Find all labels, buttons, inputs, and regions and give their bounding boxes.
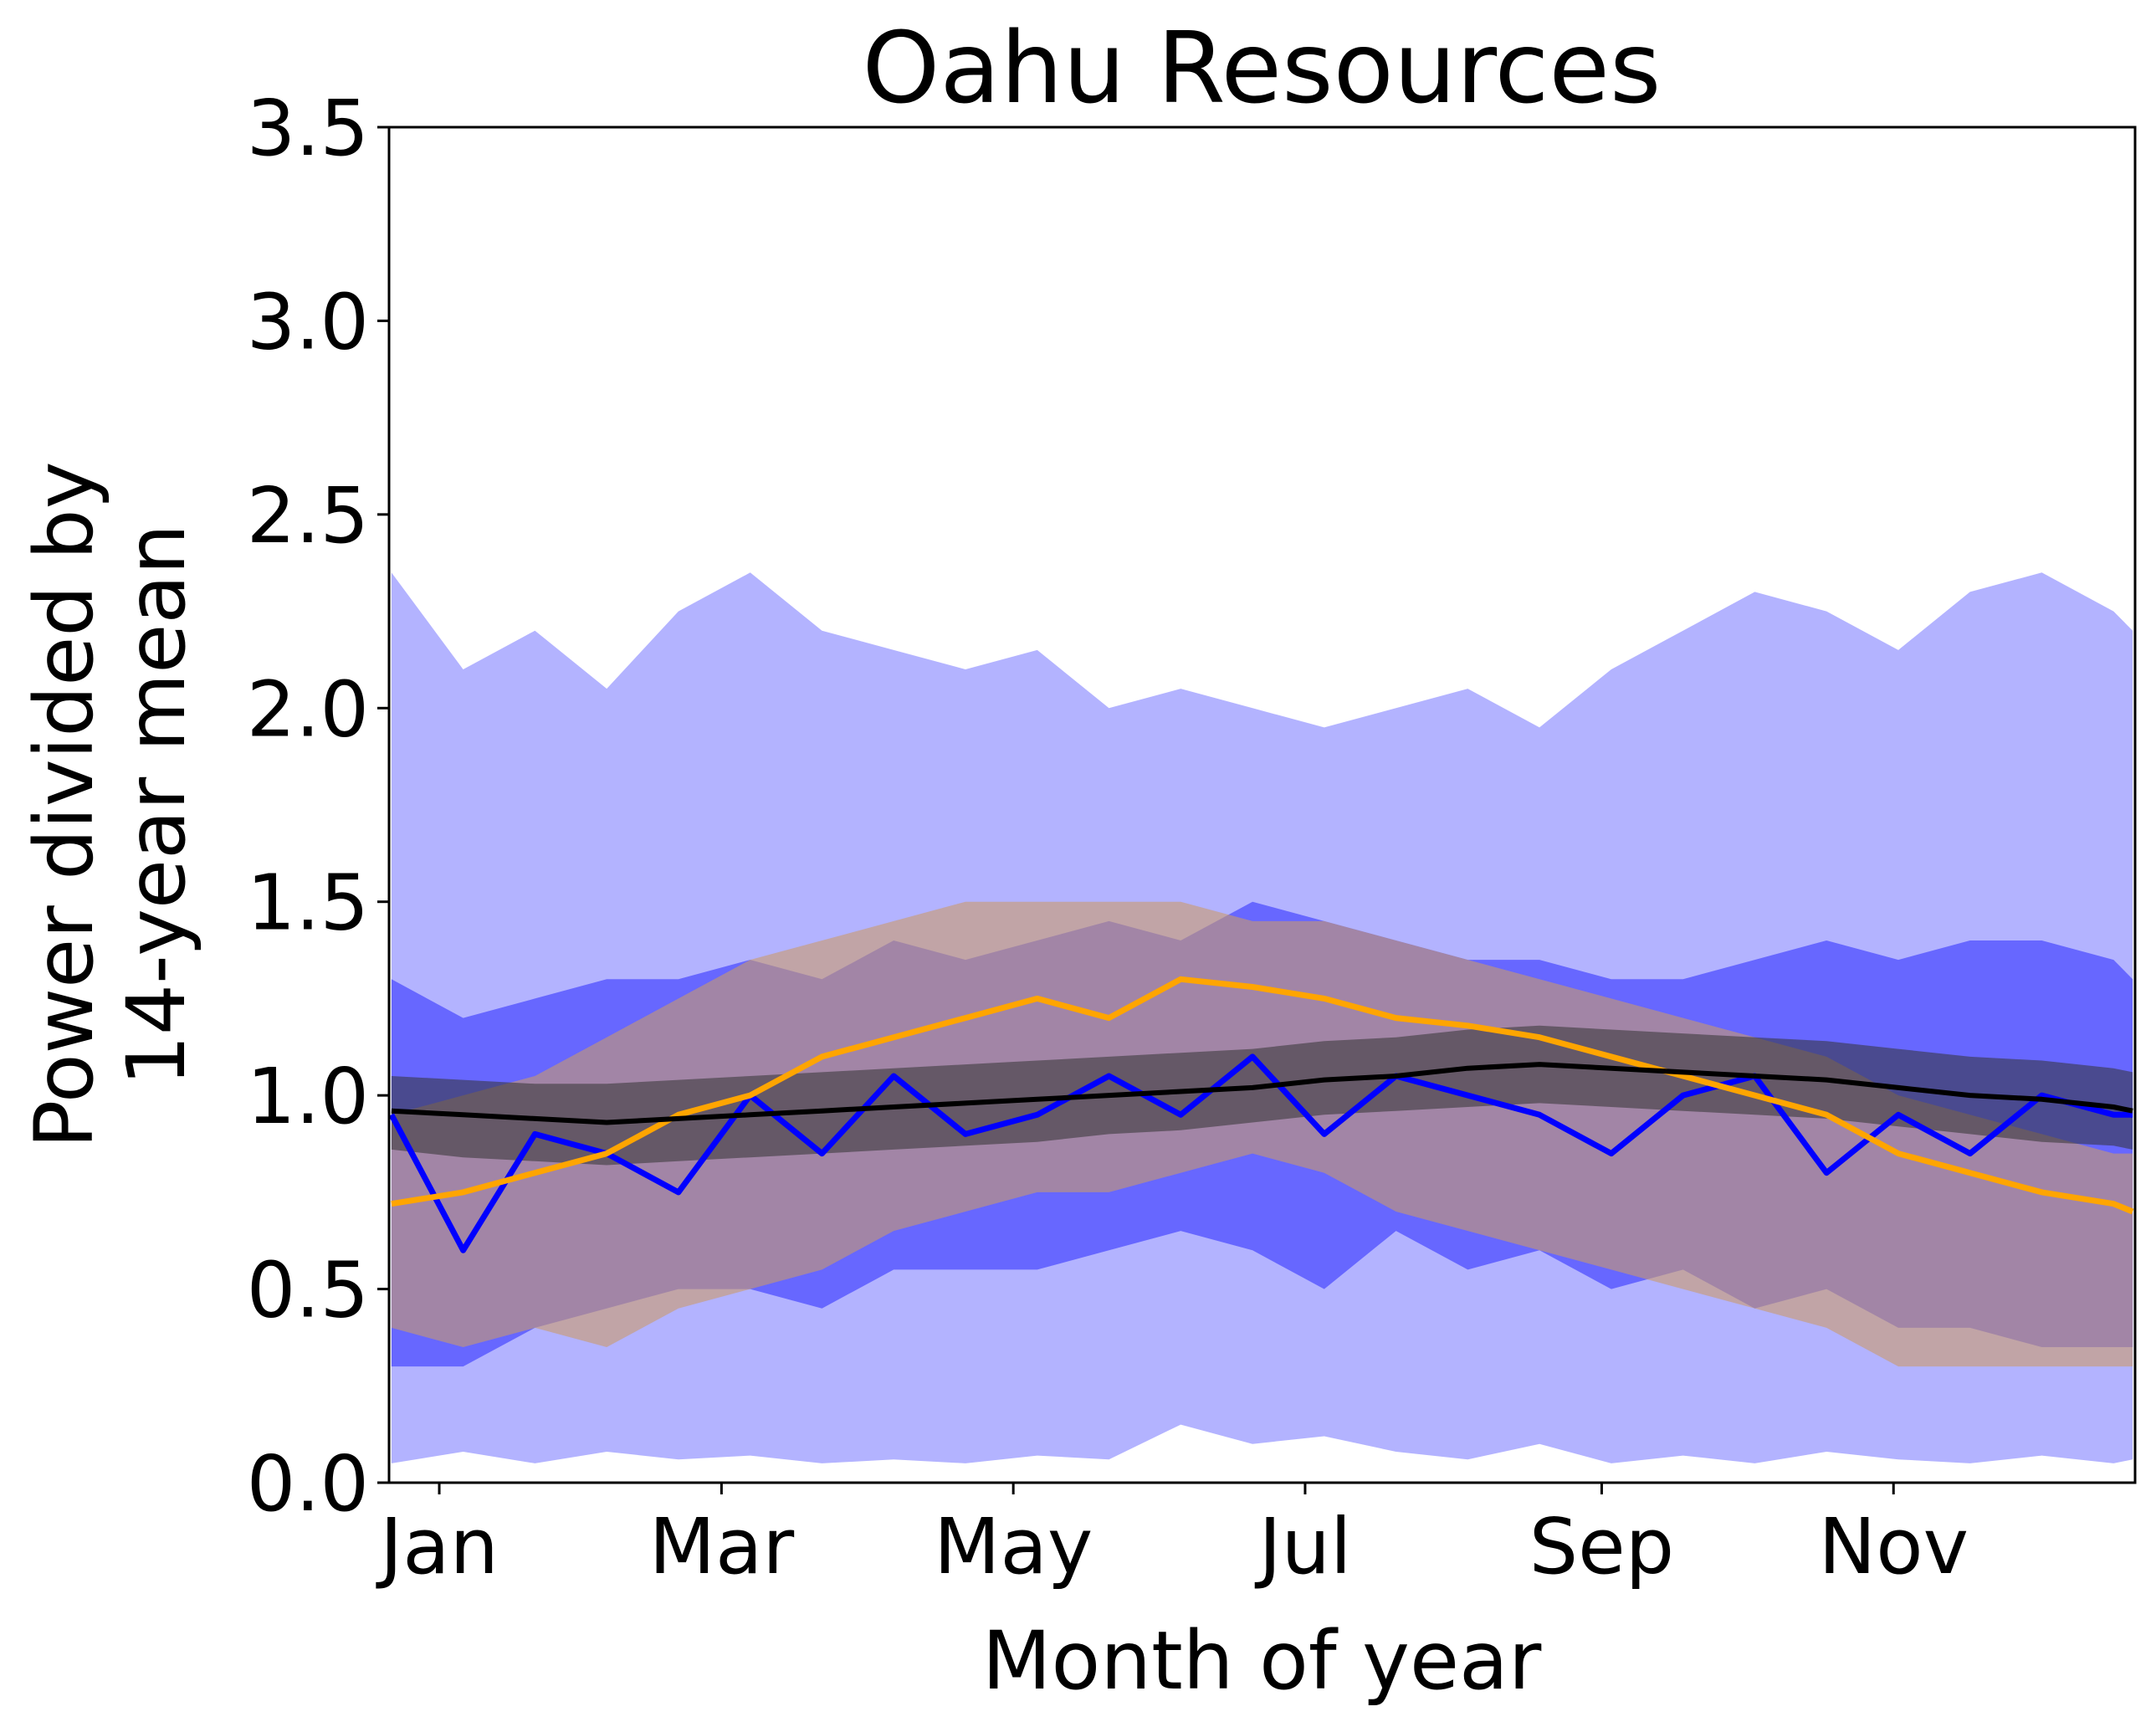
y-tick-label: 2.0 (247, 664, 369, 754)
y-tick-label: 0.0 (247, 1439, 369, 1529)
x-tick-label: Jan (376, 1502, 499, 1591)
y-tick-label: 1.5 (247, 858, 369, 948)
x-tick-label: Sep (1529, 1502, 1674, 1591)
y-axis-ticks: 0.0 0.5 1.0 1.5 2.0 2.5 3.0 3.5 (247, 84, 389, 1529)
y-tick-label: 2.5 (247, 471, 369, 561)
solar-band (391, 901, 2133, 1367)
x-tick-label: Nov (1818, 1502, 1969, 1591)
load-median-line (391, 1062, 2133, 1125)
wind-median-layer (388, 1053, 2133, 1253)
load-median-layer (391, 1062, 2133, 1125)
solar-median-layer (391, 976, 2134, 1215)
solar-band-layer (391, 901, 2133, 1367)
x-tick-label: Mar (649, 1502, 795, 1591)
x-tick-label: May (934, 1502, 1093, 1591)
plot-area (388, 572, 2134, 1463)
x-axis-ticks: Jan Mar May Jul Sep Nov (376, 1483, 1969, 1591)
plot-frame (387, 126, 2137, 1484)
chart-title: Oahu Resources (863, 10, 1662, 126)
y-axis-label-line1: Power divided by (18, 461, 111, 1148)
y-axis-label-line2: 14-year mean (110, 524, 203, 1086)
x-tick-label: Jul (1254, 1502, 1351, 1591)
load-band-layer (391, 1025, 2133, 1166)
load-band (391, 1025, 2133, 1166)
y-tick-label: 1.0 (247, 1052, 369, 1141)
x-axis-label: Month of year (982, 1614, 1542, 1708)
y-axis-label: Power divided by 14-year mean (18, 461, 203, 1148)
y-tick-label: 3.5 (247, 84, 369, 173)
solar-median-line (391, 976, 2134, 1215)
wind-median-line (388, 1053, 2133, 1253)
y-tick-label: 0.5 (247, 1246, 369, 1335)
y-tick-label: 3.0 (247, 277, 369, 366)
